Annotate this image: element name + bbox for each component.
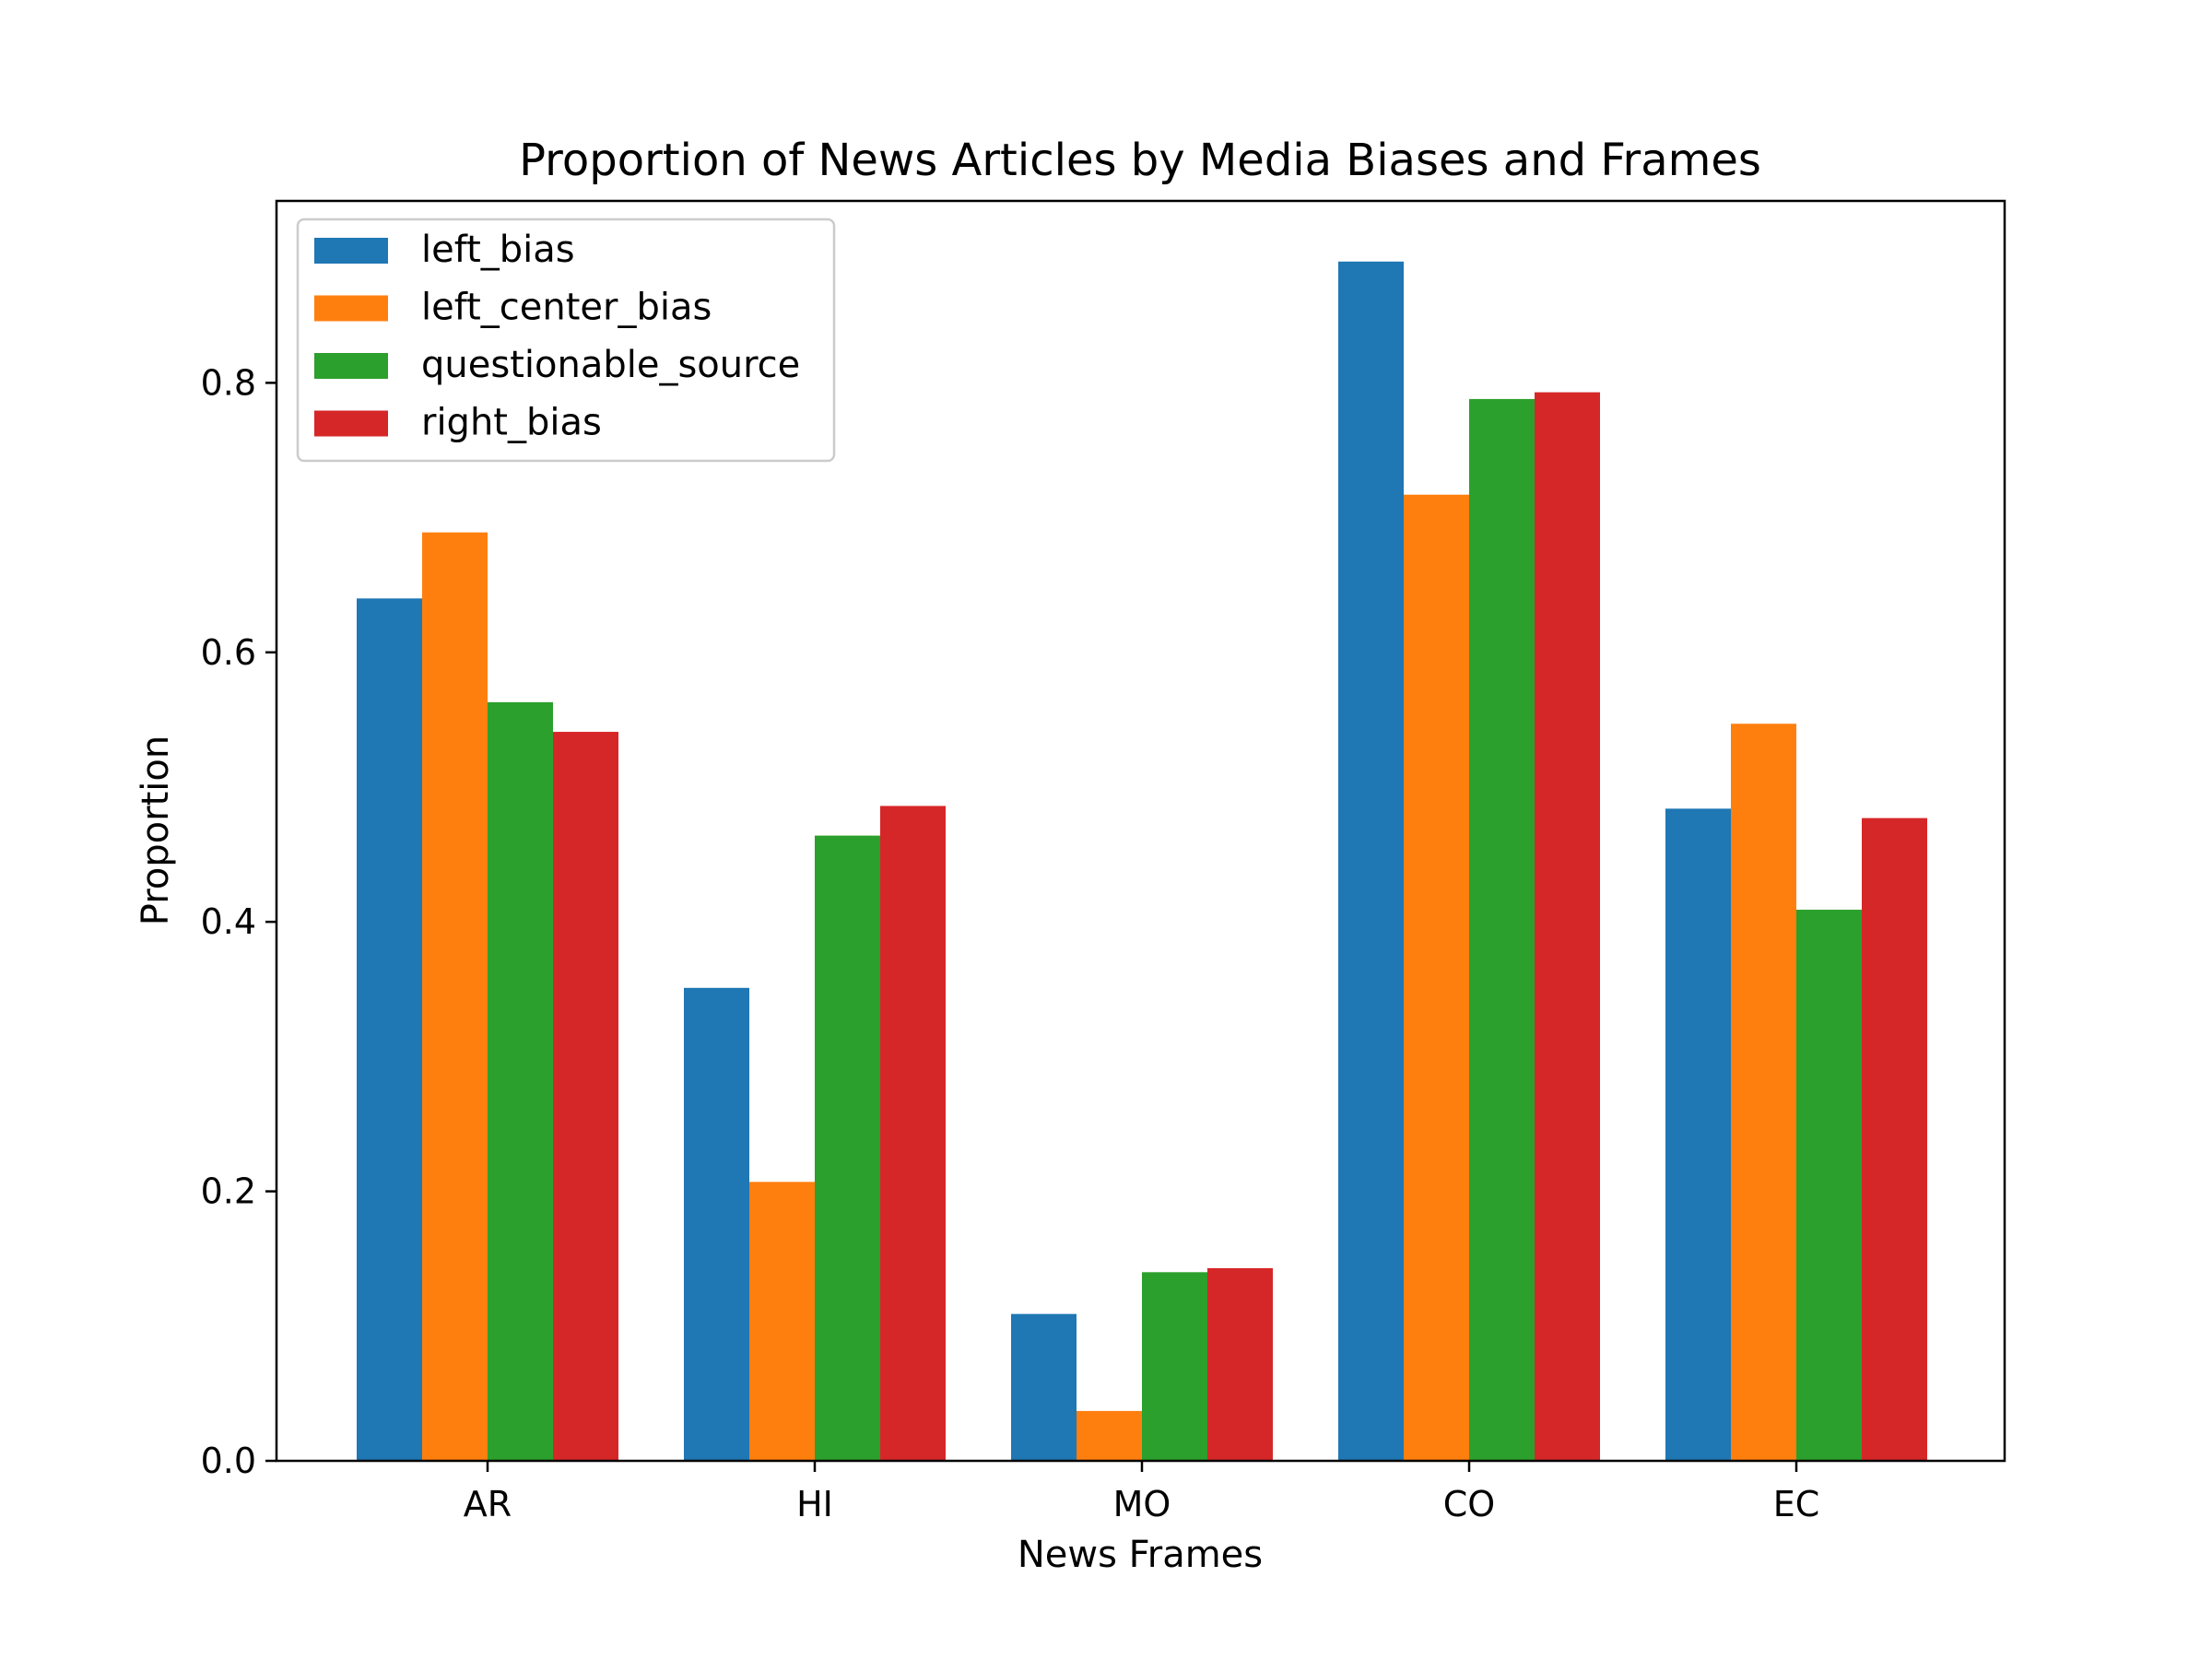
- legend-swatch-left_center_bias: [314, 295, 388, 322]
- bar-left_bias-CO: [1338, 261, 1404, 1461]
- bar-left_center_bias-MO: [1077, 1410, 1142, 1461]
- legend-swatch-questionable_source: [314, 353, 388, 379]
- x-tick-label: CO: [1443, 1484, 1495, 1524]
- bar-questionable_source-MO: [1142, 1272, 1207, 1461]
- bar-questionable_source-CO: [1469, 398, 1535, 1462]
- legend-label-questionable_source: questionable_source: [421, 344, 800, 386]
- x-tick-label: HI: [796, 1484, 833, 1524]
- x-tick-label: EC: [1773, 1484, 1820, 1524]
- plot-area-frame: [275, 199, 2006, 1463]
- legend-label-left_center_bias: left_center_bias: [421, 287, 712, 329]
- legend-label-left_bias: left_bias: [421, 229, 575, 271]
- bar-left_bias-MO: [1011, 1313, 1077, 1461]
- bar-right_bias-MO: [1207, 1267, 1273, 1461]
- bar-left_bias-AR: [357, 598, 422, 1461]
- x-ticks-group: AR HI MO CO EC: [464, 1461, 1819, 1524]
- bar-left_center_bias-EC: [1731, 724, 1796, 1461]
- y-tick-label: 0.8: [201, 362, 256, 403]
- y-axis-label: Proportion: [135, 735, 177, 925]
- legend-swatch-right_bias: [314, 410, 388, 437]
- y-tick-label: 0.2: [201, 1171, 256, 1212]
- bar-right_bias-EC: [1862, 818, 1927, 1461]
- bar-left_center_bias-CO: [1404, 494, 1469, 1461]
- bar-questionable_source-EC: [1796, 910, 1862, 1461]
- bars-group: [357, 261, 1927, 1462]
- bar-right_bias-CO: [1535, 392, 1600, 1462]
- y-tick-label: 0.6: [201, 632, 256, 673]
- legend-frame: [296, 218, 836, 463]
- x-axis-label: News Frames: [1018, 1534, 1263, 1576]
- chart-title: Proportion of News Articles by Media Bia…: [519, 135, 1761, 186]
- y-tick-label: 0.4: [201, 901, 256, 942]
- legend-swatch-left_bias: [314, 238, 388, 264]
- bar-left_center_bias-HI: [749, 1182, 815, 1461]
- legend-label-right_bias: right_bias: [421, 402, 602, 444]
- bar-left_bias-EC: [1665, 808, 1731, 1461]
- bar-left_center_bias-AR: [422, 532, 488, 1461]
- bar-right_bias-HI: [880, 806, 946, 1461]
- y-ticks-group: 0.0 0.2 0.4 0.6 0.8: [201, 362, 276, 1481]
- y-tick-label: 0.0: [201, 1441, 256, 1481]
- x-tick-label: MO: [1113, 1484, 1171, 1524]
- bar-left_bias-HI: [684, 987, 749, 1461]
- bar-right_bias-AR: [553, 732, 618, 1461]
- bar-questionable_source-HI: [815, 835, 880, 1461]
- legend: left_bias left_center_bias questionable_so…: [296, 218, 836, 463]
- x-tick-label: AR: [464, 1484, 512, 1524]
- bar-questionable_source-AR: [488, 701, 553, 1461]
